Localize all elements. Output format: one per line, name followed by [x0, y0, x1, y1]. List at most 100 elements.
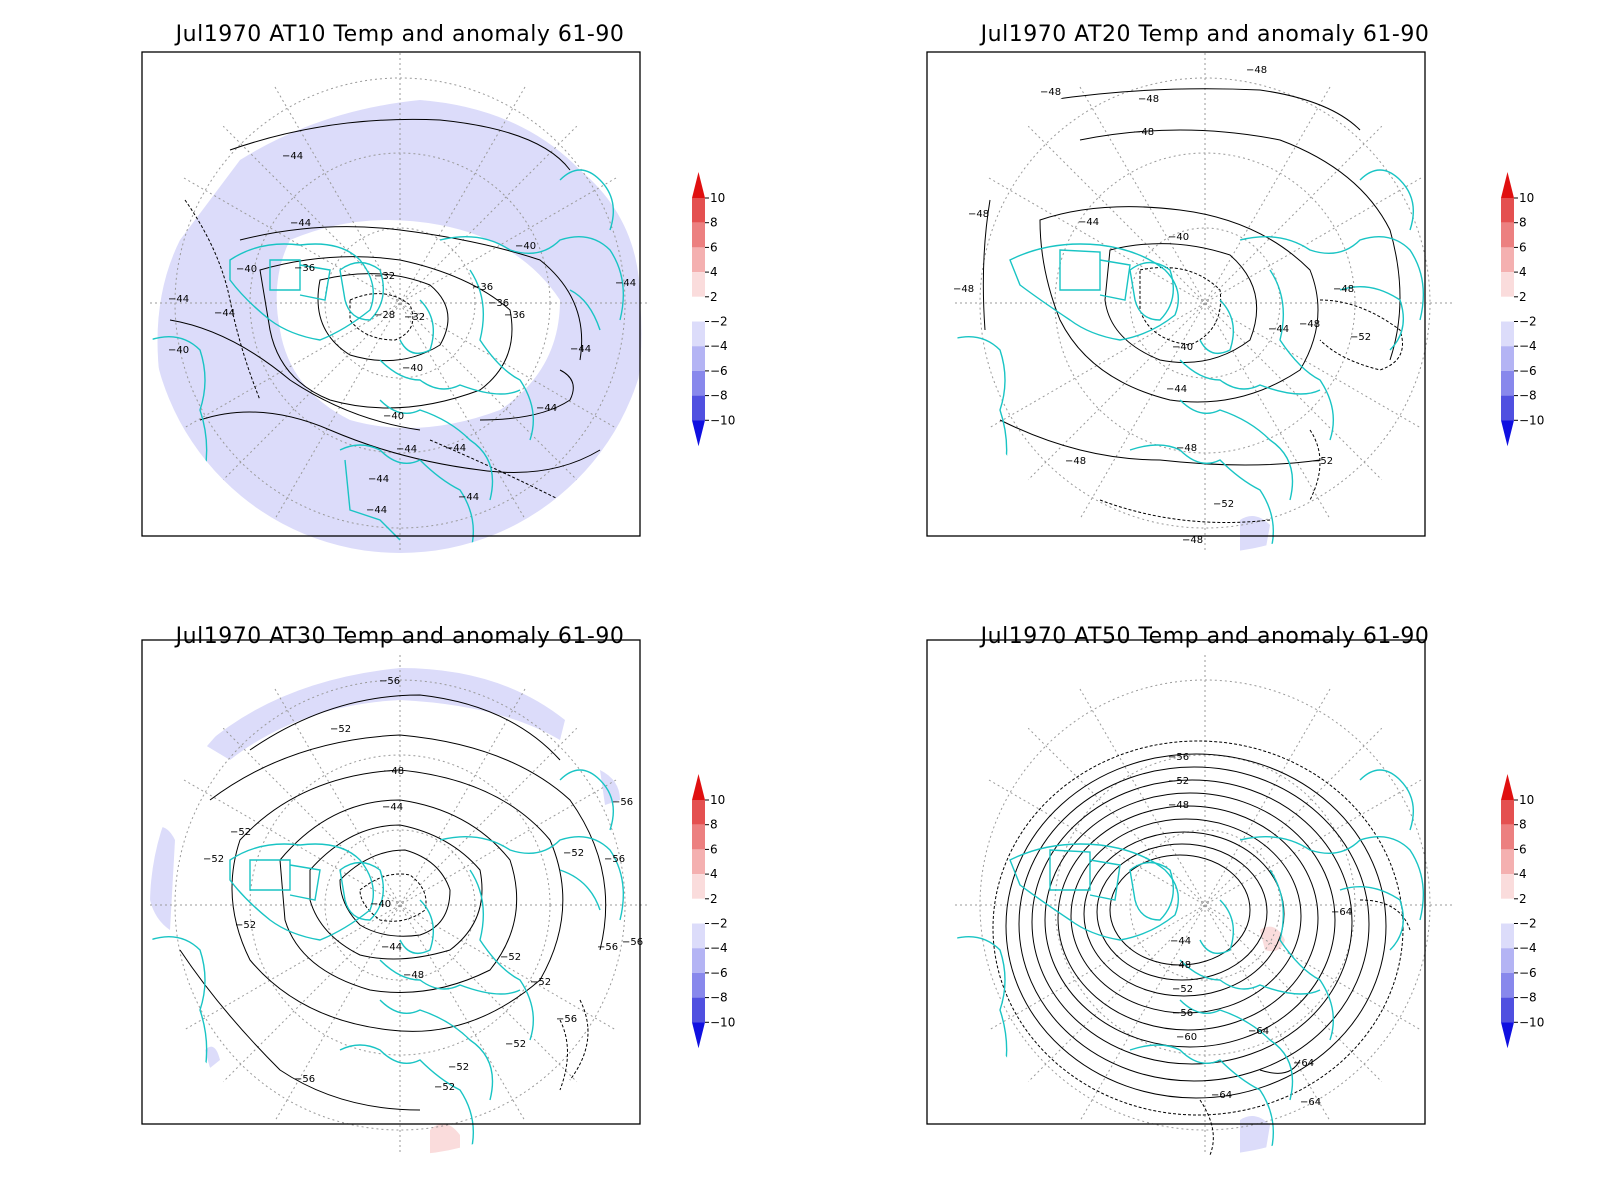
- colorbar-tick-label: −10: [1519, 413, 1544, 427]
- contour-label: −40: [168, 345, 189, 356]
- contour-label: −36: [294, 263, 315, 274]
- colorbar-tick-label: −8: [1519, 389, 1537, 403]
- colorbar-tick-label: 10: [710, 191, 725, 205]
- contour-label: −52: [500, 952, 521, 963]
- colorbar-tick-label: −8: [1519, 991, 1537, 1005]
- contour-label: −52: [1213, 499, 1234, 510]
- colorbar-segment: [692, 370, 705, 396]
- colorbar-arrow-top: [1501, 172, 1514, 198]
- contour-label: −48: [1246, 65, 1267, 76]
- contour-labels: −56 −52 −48 −44 −52 −52 −52 −40 −44 −48 …: [203, 676, 643, 1093]
- colorbar-tick-label: −4: [1519, 941, 1537, 955]
- colorbar-segment: [1501, 346, 1514, 371]
- contour-label: −48: [1168, 800, 1189, 811]
- contour-label: −40: [1172, 342, 1193, 353]
- contour-label: −48: [1040, 87, 1061, 98]
- colorbar-tick-label: 2: [1519, 290, 1527, 304]
- contour-label: −48: [1299, 319, 1320, 330]
- temperature-contours: [169, 118, 601, 501]
- colorbar-tick-label: 2: [710, 290, 718, 304]
- colorbar-segment: [692, 800, 705, 825]
- panel-title: Jul1970 AT20 Temp and anomaly 61-90: [979, 22, 1430, 47]
- contour-label: −52: [563, 848, 584, 859]
- contour-label: −48: [1333, 284, 1354, 295]
- colorbar-segment: [692, 972, 705, 998]
- contour-label: −48: [1065, 456, 1086, 467]
- colorbar-tick-label: 8: [710, 216, 718, 230]
- colorbar-segment: [692, 849, 705, 875]
- colorbar-tick-label: 8: [1519, 216, 1527, 230]
- colorbar-tick-label: −2: [710, 315, 728, 329]
- colorbar-arrow-bottom: [692, 1022, 705, 1049]
- colorbar-segment: [692, 247, 705, 273]
- contour-label: −52: [505, 1039, 526, 1050]
- panel-title: Jul1970 AT10 Temp and anomaly 61-90: [174, 22, 625, 47]
- colorbar-tick-label: −2: [710, 917, 728, 931]
- colorbar-tick-label: −2: [1519, 917, 1537, 931]
- colorbar-tick-label: −6: [1519, 364, 1537, 378]
- colorbar-segment: [1501, 948, 1514, 973]
- map-area: [955, 655, 1455, 1155]
- coastlines: [150, 769, 625, 1155]
- contour-label: −52: [1168, 776, 1189, 787]
- contour-label: −52: [1312, 456, 1333, 467]
- contour-label: −52: [1172, 984, 1193, 995]
- colorbar-tick-label: 4: [710, 265, 718, 279]
- panel-title: Jul1970 AT30 Temp and anomaly 61-90: [174, 624, 625, 649]
- colorbar-segment: [692, 824, 705, 850]
- colorbar-arrow-top: [692, 172, 705, 198]
- colorbar-tick-label: −6: [1519, 966, 1537, 980]
- contour-label: −56: [622, 937, 643, 948]
- panel-at50: Jul1970 AT50 Temp and anomaly 61-90: [926, 624, 1455, 1155]
- colorbar-segment: [1501, 198, 1514, 223]
- contour-label: −44: [536, 403, 557, 414]
- contour-label: −52: [448, 1062, 469, 1073]
- anomaly-shading-negative: [1240, 1116, 1270, 1155]
- contour-label: −56: [379, 676, 400, 687]
- colorbar-tick-label: −6: [710, 966, 728, 980]
- colorbar: 10 8 6 4 2 −2 −4 −6 −8 −10: [692, 172, 735, 447]
- colorbar-tick-label: −4: [1519, 339, 1537, 353]
- contour-label: −64: [1248, 1026, 1269, 1037]
- contour-label: −44: [1170, 936, 1191, 947]
- contour-label: −64: [1331, 907, 1352, 918]
- anomaly-shading-negative: [270, 132, 330, 175]
- contour-label: −56: [1172, 1008, 1193, 1019]
- contour-label: −52: [434, 1082, 455, 1093]
- map-frame: [926, 639, 1426, 1125]
- map-frame: [926, 51, 1426, 537]
- colorbar-tick-label: −4: [710, 339, 728, 353]
- contour-label: −52: [530, 977, 551, 988]
- temperature-contours: [992, 740, 1411, 1155]
- contour-label: −44: [1078, 217, 1099, 228]
- contour-label: −48: [403, 970, 424, 981]
- contour-label: −36: [488, 298, 509, 309]
- colorbar-tick-label: −2: [1519, 315, 1537, 329]
- contour-label: −36: [504, 310, 525, 321]
- colorbar-segment: [692, 898, 705, 924]
- map-area: [150, 655, 650, 1155]
- colorbar-tick-label: −4: [710, 941, 728, 955]
- contour-label: −56: [1168, 752, 1189, 763]
- map-frame: [141, 639, 641, 1125]
- colorbar-segment: [1501, 997, 1514, 1023]
- contour-label: −56: [604, 854, 625, 865]
- colorbar-segment: [692, 346, 705, 371]
- anomaly-shading-positive: [1260, 926, 1285, 952]
- contour-label: −44: [396, 444, 417, 455]
- contour-label: −44: [1166, 384, 1187, 395]
- colorbar-arrow-bottom: [1501, 1022, 1514, 1049]
- contour-label: −56: [612, 797, 633, 808]
- contour-label: −44: [615, 278, 636, 289]
- anomaly-shading-negative: [157, 100, 642, 553]
- colorbar-segment: [1501, 800, 1514, 825]
- contour-labels: −44 −44 −40 −36 −32 −36 −28 −32 −40 −36 …: [168, 151, 636, 516]
- colorbar-tick-label: 6: [710, 240, 718, 254]
- contour-label: −64: [1211, 1090, 1232, 1101]
- contour-label: −48: [1170, 960, 1191, 971]
- contour-label: −52: [230, 827, 251, 838]
- graticule: [150, 53, 650, 553]
- panel-at20: Jul1970 AT20 Temp and anomaly 61-90: [926, 22, 1455, 553]
- contour-label: −44: [168, 294, 189, 305]
- colorbar-segment: [1501, 321, 1514, 347]
